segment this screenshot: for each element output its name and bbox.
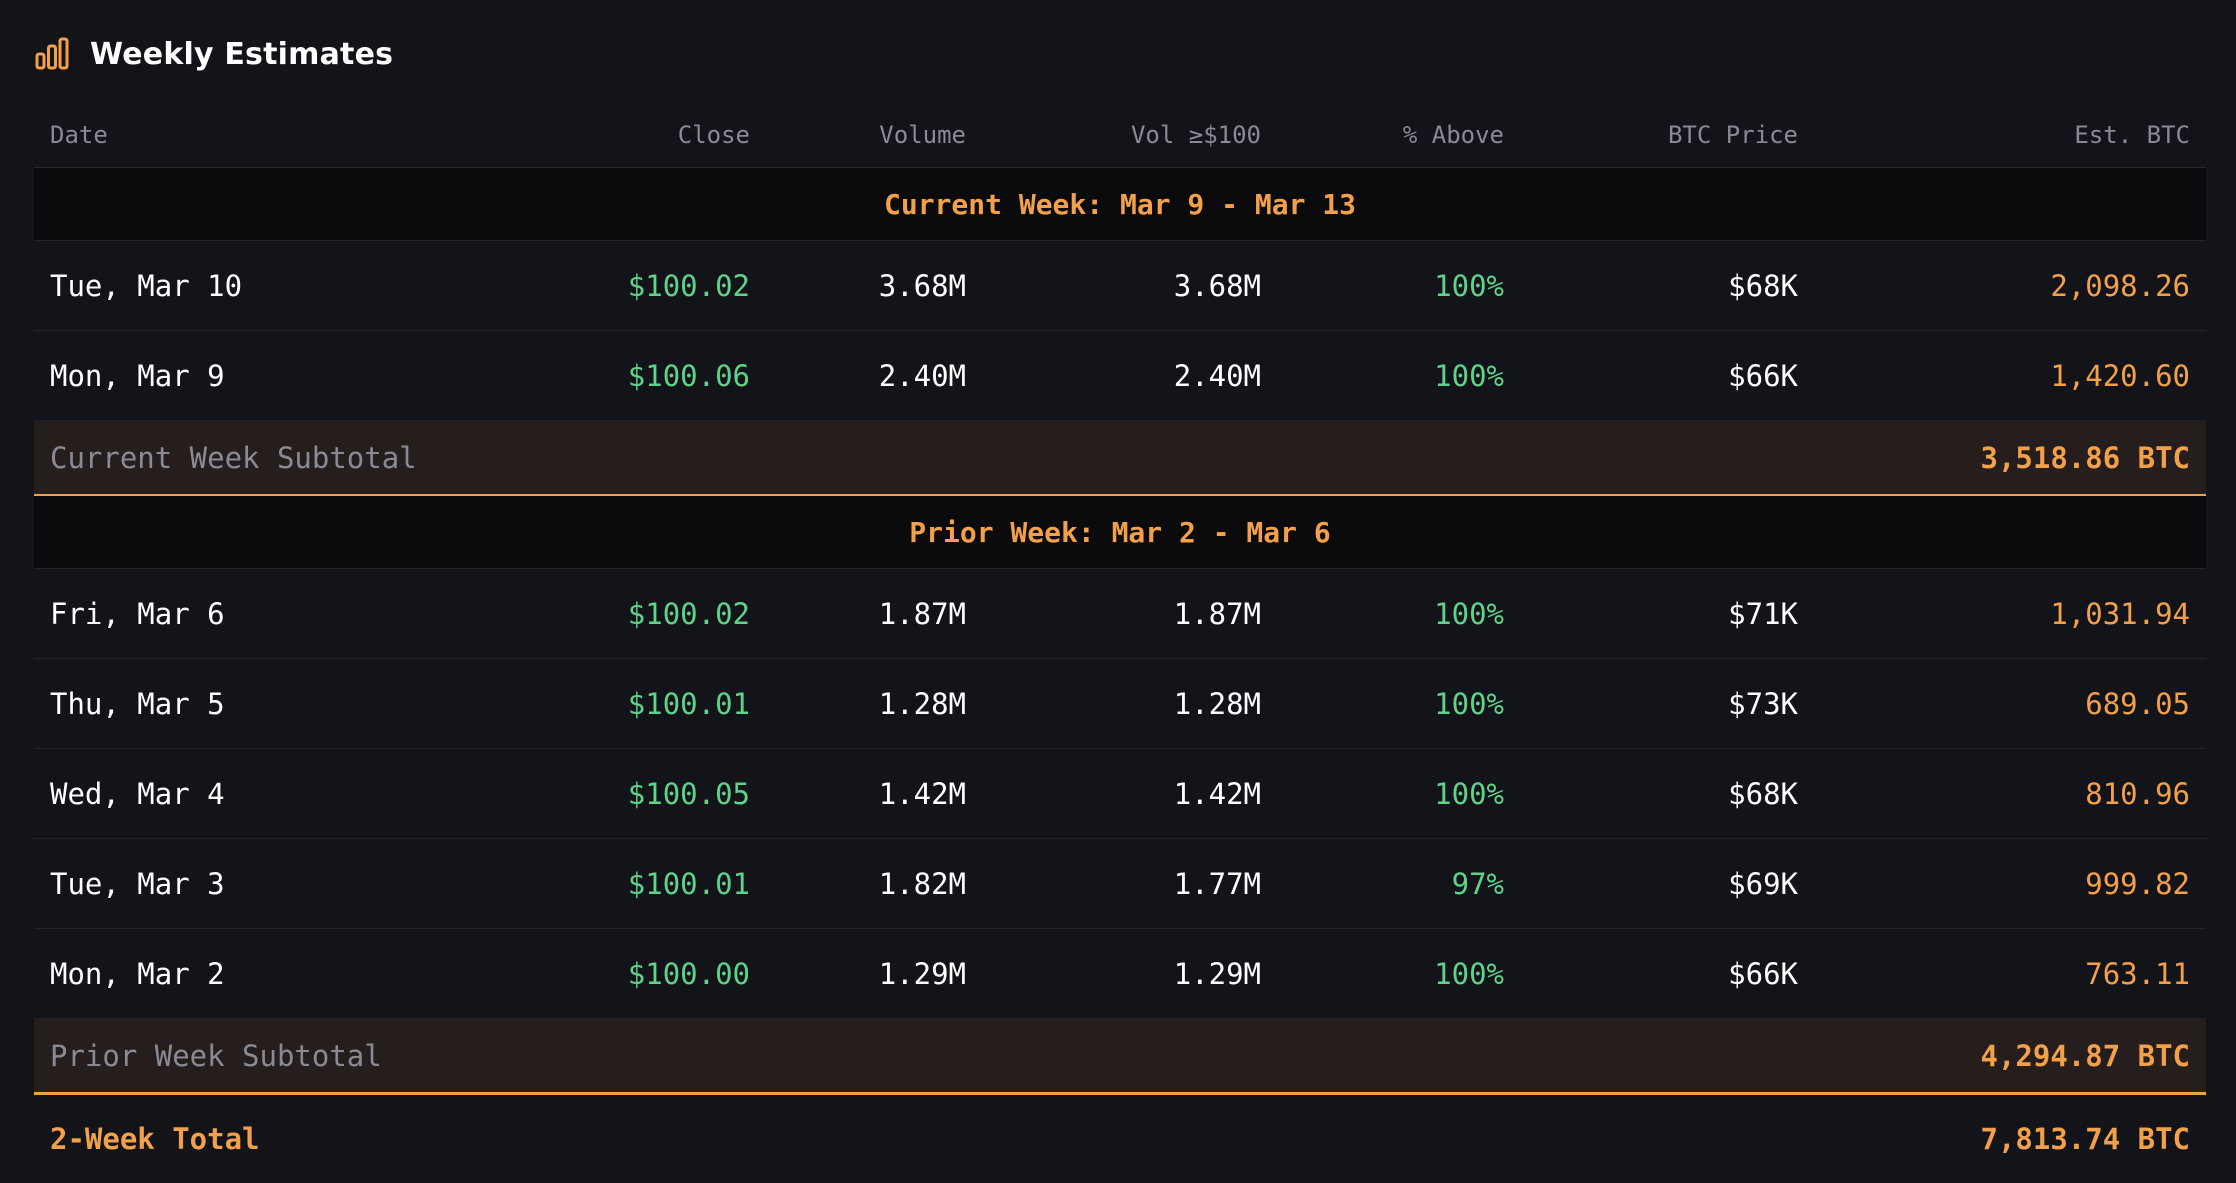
total-value: 7,813.74 BTC bbox=[1277, 1094, 2206, 1183]
row-date: Fri, Mar 6 bbox=[34, 569, 454, 659]
row-est-btc: 1,031.94 bbox=[1814, 569, 2206, 659]
row-btc-price: $69K bbox=[1520, 839, 1814, 929]
row-est-btc: 2,098.26 bbox=[1814, 241, 2206, 331]
row-date: Mon, Mar 9 bbox=[34, 331, 454, 421]
row-btc-price: $71K bbox=[1520, 569, 1814, 659]
subtotal-value: 3,518.86 BTC bbox=[1277, 421, 2206, 496]
week-header-row: Current Week: Mar 9 - Mar 13 bbox=[34, 168, 2206, 241]
row-est-btc: 810.96 bbox=[1814, 749, 2206, 839]
row-volume: 1.82M bbox=[766, 839, 982, 929]
row-pct-above: 100% bbox=[1277, 659, 1520, 749]
column-header-pct-above[interactable]: % Above bbox=[1277, 103, 1520, 168]
row-btc-price: $68K bbox=[1520, 241, 1814, 331]
row-pct-above: 100% bbox=[1277, 241, 1520, 331]
column-header-volume[interactable]: Volume bbox=[766, 103, 982, 168]
week-header-label: Prior Week: Mar 2 - Mar 6 bbox=[34, 495, 2206, 569]
row-pct-above: 100% bbox=[1277, 929, 1520, 1019]
row-close: $100.01 bbox=[454, 839, 766, 929]
row-vol-above: 1.42M bbox=[982, 749, 1277, 839]
row-vol-above: 1.87M bbox=[982, 569, 1277, 659]
row-date: Wed, Mar 4 bbox=[34, 749, 454, 839]
week-header-label: Current Week: Mar 9 - Mar 13 bbox=[34, 168, 2206, 241]
row-volume: 2.40M bbox=[766, 331, 982, 421]
row-vol-above: 1.28M bbox=[982, 659, 1277, 749]
bar-chart-icon bbox=[34, 36, 70, 72]
row-vol-above: 3.68M bbox=[982, 241, 1277, 331]
row-est-btc: 689.05 bbox=[1814, 659, 2206, 749]
table-header-row: Date Close Volume Vol ≥$100 % Above BTC … bbox=[34, 103, 2206, 168]
column-header-date[interactable]: Date bbox=[34, 103, 454, 168]
panel-header: Weekly Estimates bbox=[34, 30, 393, 78]
subtotal-label: Current Week Subtotal bbox=[34, 421, 1277, 496]
row-close: $100.01 bbox=[454, 659, 766, 749]
row-btc-price: $68K bbox=[1520, 749, 1814, 839]
row-date: Thu, Mar 5 bbox=[34, 659, 454, 749]
row-btc-price: $66K bbox=[1520, 331, 1814, 421]
row-date: Tue, Mar 10 bbox=[34, 241, 454, 331]
column-header-btc-price[interactable]: BTC Price bbox=[1520, 103, 1814, 168]
row-volume: 1.42M bbox=[766, 749, 982, 839]
subtotal-value: 4,294.87 BTC bbox=[1277, 1019, 2206, 1094]
row-close: $100.05 bbox=[454, 749, 766, 839]
row-volume: 3.68M bbox=[766, 241, 982, 331]
row-volume: 1.28M bbox=[766, 659, 982, 749]
row-btc-price: $66K bbox=[1520, 929, 1814, 1019]
row-volume: 1.29M bbox=[766, 929, 982, 1019]
row-pct-above: 97% bbox=[1277, 839, 1520, 929]
row-vol-above: 2.40M bbox=[982, 331, 1277, 421]
column-header-est-btc[interactable]: Est. BTC bbox=[1814, 103, 2206, 168]
column-header-close[interactable]: Close bbox=[454, 103, 766, 168]
row-pct-above: 100% bbox=[1277, 331, 1520, 421]
row-btc-price: $73K bbox=[1520, 659, 1814, 749]
row-est-btc: 1,420.60 bbox=[1814, 331, 2206, 421]
row-date: Tue, Mar 3 bbox=[34, 839, 454, 929]
week-header-row: Prior Week: Mar 2 - Mar 6 bbox=[34, 495, 2206, 569]
row-close: $100.02 bbox=[454, 569, 766, 659]
row-est-btc: 763.11 bbox=[1814, 929, 2206, 1019]
panel-title: Weekly Estimates bbox=[90, 37, 393, 72]
subtotal-label: Prior Week Subtotal bbox=[34, 1019, 1277, 1094]
row-vol-above: 1.29M bbox=[982, 929, 1277, 1019]
column-header-vol-above[interactable]: Vol ≥$100 bbox=[982, 103, 1277, 168]
row-close: $100.00 bbox=[454, 929, 766, 1019]
estimates-table: Date Close Volume Vol ≥$100 % Above BTC … bbox=[34, 103, 2206, 1183]
row-close: $100.06 bbox=[454, 331, 766, 421]
row-pct-above: 100% bbox=[1277, 569, 1520, 659]
row-est-btc: 999.82 bbox=[1814, 839, 2206, 929]
row-volume: 1.87M bbox=[766, 569, 982, 659]
row-vol-above: 1.77M bbox=[982, 839, 1277, 929]
row-date: Mon, Mar 2 bbox=[34, 929, 454, 1019]
row-close: $100.02 bbox=[454, 241, 766, 331]
row-pct-above: 100% bbox=[1277, 749, 1520, 839]
total-label: 2-Week Total bbox=[34, 1094, 1277, 1183]
